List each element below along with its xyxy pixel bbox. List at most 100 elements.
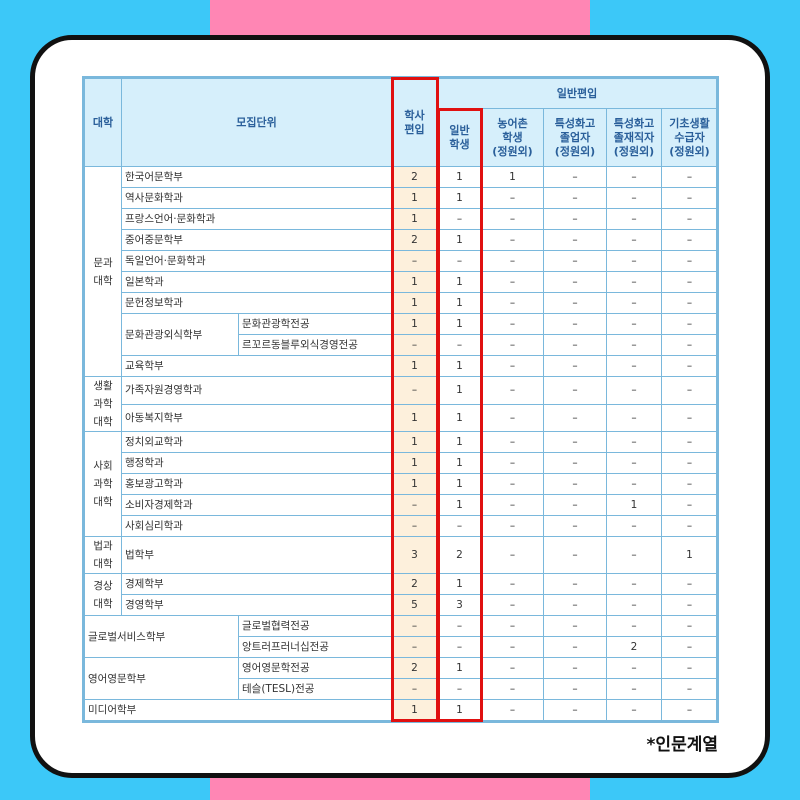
bachelor-value: – [391, 250, 439, 272]
bachelor-value: 3 [391, 536, 439, 574]
header-unit: 모집단위 [120, 77, 393, 167]
unit-cell: 소비자경제학과 [120, 494, 393, 516]
rural-value: – [481, 494, 545, 516]
unit-cell: 프랑스언어·문화학과 [120, 208, 393, 230]
bachelor-value: 1 [391, 699, 439, 722]
unit-cell: 사회심리학과 [120, 515, 393, 537]
general-student-value: – [437, 334, 483, 356]
general-student-value: – [437, 250, 483, 272]
vocational-employed-value: – [606, 403, 663, 432]
vocational-grad-value: – [543, 536, 608, 574]
college-cell: 경상 대학 [83, 573, 122, 616]
rural-value: – [481, 636, 545, 658]
general-student-value: 1 [437, 229, 483, 251]
header-vocational-employed: 특성화고 졸재직자 (정원외) [606, 108, 663, 167]
vocational-employed-value: 2 [606, 636, 663, 658]
basic-livelihood-value: 1 [661, 536, 719, 574]
vocational-employed-value: – [606, 594, 663, 616]
header-bachelor-transfer: 학사 편입 [391, 77, 439, 167]
basic-livelihood-value: – [661, 334, 719, 356]
unit-cell: 가족자원경영학과 [120, 376, 393, 405]
rural-value: – [481, 403, 545, 432]
basic-livelihood-value: – [661, 313, 719, 335]
basic-livelihood-value: – [661, 229, 719, 251]
unit-cell: 중어중문학부 [120, 229, 393, 251]
table-row: 글로벌서비스학부 글로벌협력전공 – – – – – – [83, 615, 719, 658]
bachelor-value: 1 [391, 452, 439, 474]
major-cell: 앙트러프러너십전공 [237, 636, 393, 658]
bachelor-value: – [391, 334, 439, 356]
general-student-value: 1 [437, 355, 483, 377]
rural-value: – [481, 208, 545, 230]
bachelor-value: – [391, 678, 439, 700]
table-row: 교육학부 1 1– – – – [84, 355, 719, 377]
general-student-value: 1 [437, 431, 483, 453]
vocational-employed-value: – [606, 292, 663, 314]
transfer-quota-table: 대학 모집단위 학사 편입 일반편입 일반 학생 농어촌 학생 (정원외) 특성… [82, 76, 720, 723]
header-rural: 농어촌 학생 (정원외) [481, 108, 545, 167]
major-cell: 테슬(TESL)전공 [237, 678, 393, 700]
table-row: 경영학부 5 3– – – – [84, 594, 719, 616]
vocational-employed-value: – [606, 657, 663, 679]
college-cell: 법과 대학 [83, 536, 122, 574]
table-row: 테슬(TESL)전공 – – – – – – [84, 678, 719, 700]
vocational-employed-value: 1 [606, 494, 663, 516]
vocational-grad-value: – [543, 615, 608, 637]
unit-cell: 경제학부 [120, 573, 393, 595]
vocational-grad-value: – [543, 187, 608, 209]
vocational-employed-value: – [606, 355, 663, 377]
basic-livelihood-value: – [661, 355, 719, 377]
basic-livelihood-value: – [661, 166, 719, 188]
basic-livelihood-value: – [661, 615, 719, 637]
vocational-grad-value: – [543, 636, 608, 658]
vocational-employed-value: – [606, 431, 663, 453]
rural-value: – [481, 313, 545, 335]
table-row: 아동복지학부 1 1– – – – [84, 403, 719, 432]
college-cell: 생활 과학 대학 [83, 376, 122, 432]
vocational-grad-value: – [543, 657, 608, 679]
vocational-grad-value: – [543, 431, 608, 453]
general-student-value: – [437, 515, 483, 537]
vocational-employed-value: – [606, 229, 663, 251]
vocational-grad-value: – [543, 229, 608, 251]
bachelor-value: 2 [391, 166, 439, 188]
major-cell: 영어영문학전공 [237, 657, 393, 679]
table-row: 경상 대학 경제학부 2 1– – – – [83, 573, 719, 616]
vocational-employed-value: – [606, 334, 663, 356]
basic-livelihood-value: – [661, 250, 719, 272]
header-general-transfer: 일반편입 [437, 77, 719, 109]
unit-cell: 글로벌서비스학부 [83, 615, 239, 658]
general-student-value: 1 [437, 271, 483, 293]
bachelor-value: 1 [391, 208, 439, 230]
header-vocational-grad: 특성화고 졸업자 (정원외) [543, 108, 608, 167]
general-student-value: 1 [437, 166, 483, 188]
basic-livelihood-value: – [661, 187, 719, 209]
rural-value: – [481, 615, 545, 637]
rural-value: – [481, 473, 545, 495]
unit-cell: 정치외교학과 [120, 431, 393, 453]
table-row: 생활 과학 대학 가족자원경영학과 –1– – – – [83, 376, 719, 432]
header-basic-livelihood: 기초생활 수급자 (정원외) [661, 108, 719, 167]
vocational-grad-value: – [543, 271, 608, 293]
general-student-value: 1 [437, 376, 483, 405]
bachelor-value: 2 [391, 229, 439, 251]
general-student-value: 1 [437, 187, 483, 209]
vocational-employed-value: – [606, 699, 663, 722]
vocational-grad-value: – [543, 699, 608, 722]
unit-cell: 미디어학부 [82, 699, 393, 722]
basic-livelihood-value: – [661, 699, 719, 722]
table-row: 르꼬르동블루외식경영전공 – – – – – – [84, 334, 719, 356]
rural-value: – [481, 594, 545, 616]
vocational-grad-value: – [543, 250, 608, 272]
table-row: 역사문화학과 1 1– – – – [84, 187, 719, 209]
major-cell: 르꼬르동블루외식경영전공 [237, 334, 393, 356]
table-row: 미디어학부 1 1– – – – [82, 699, 719, 722]
rural-value: 1 [481, 166, 545, 188]
general-student-value: 2 [437, 536, 483, 574]
basic-livelihood-value: – [661, 678, 719, 700]
table-row: 중어중문학부 2 1– – – – [84, 229, 719, 251]
unit-cell: 문화관광외식학부 [121, 313, 239, 356]
unit-cell: 일본학과 [120, 271, 393, 293]
rural-value: – [481, 431, 545, 453]
table-row: 사회 과학 대학 정치외교학과 1 1– – – – [83, 431, 719, 537]
